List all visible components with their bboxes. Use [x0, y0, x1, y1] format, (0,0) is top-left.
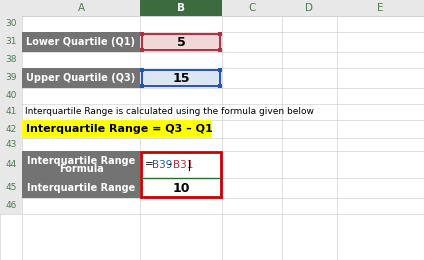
Text: B: B: [177, 3, 185, 13]
Text: Interquartile Range = Q3 – Q1: Interquartile Range = Q3 – Q1: [26, 124, 213, 134]
Bar: [0, 68, 22, 88]
Text: Upper Quartile (Q3): Upper Quartile (Q3): [26, 73, 136, 83]
Text: 5: 5: [177, 36, 185, 49]
Text: 46: 46: [6, 202, 17, 211]
Bar: [218, 84, 222, 88]
Bar: [22, 0, 140, 16]
Text: B31: B31: [173, 159, 193, 170]
Bar: [141, 152, 221, 197]
Bar: [0, 88, 22, 104]
Text: 44: 44: [6, 160, 17, 169]
Bar: [140, 32, 222, 52]
Bar: [140, 0, 222, 16]
Bar: [0, 104, 22, 120]
Bar: [140, 68, 222, 88]
Text: 45: 45: [6, 184, 17, 192]
Bar: [0, 0, 22, 16]
Bar: [0, 178, 22, 198]
Bar: [218, 48, 222, 52]
Text: Lower Quartile (Q1): Lower Quartile (Q1): [26, 37, 136, 47]
Text: 38: 38: [5, 55, 17, 64]
Text: 43: 43: [6, 140, 17, 149]
Text: C: C: [248, 3, 256, 13]
Bar: [218, 68, 222, 72]
Bar: [140, 178, 222, 198]
Bar: [0, 198, 22, 214]
Text: 15: 15: [172, 72, 190, 84]
Bar: [22, 120, 212, 138]
Bar: [0, 138, 22, 151]
Text: 30: 30: [5, 20, 17, 29]
Bar: [142, 70, 220, 86]
Text: 40: 40: [6, 92, 17, 101]
Bar: [140, 48, 144, 52]
Bar: [22, 178, 140, 198]
Bar: [218, 32, 222, 36]
Bar: [140, 32, 144, 36]
Text: B39: B39: [152, 159, 173, 170]
Bar: [140, 84, 144, 88]
Text: =: =: [145, 159, 154, 170]
Bar: [0, 16, 22, 32]
Text: 42: 42: [6, 125, 17, 133]
Text: Formula: Formula: [59, 165, 103, 174]
Text: 31: 31: [5, 37, 17, 47]
Text: 41: 41: [6, 107, 17, 116]
Text: Interquartile Range: Interquartile Range: [27, 183, 135, 193]
Bar: [142, 34, 220, 50]
Text: E: E: [377, 3, 384, 13]
Bar: [0, 120, 22, 138]
Text: 39: 39: [5, 74, 17, 82]
Text: Interquartile Range: Interquartile Range: [27, 155, 135, 166]
Bar: [0, 52, 22, 68]
Text: 10: 10: [172, 181, 190, 194]
Bar: [0, 32, 22, 52]
Bar: [140, 151, 222, 178]
Bar: [222, 0, 282, 16]
Bar: [0, 151, 22, 178]
Text: -: -: [167, 159, 171, 170]
Bar: [22, 151, 140, 178]
Bar: [282, 0, 337, 16]
Bar: [337, 0, 424, 16]
Bar: [22, 32, 140, 52]
Bar: [22, 68, 140, 88]
Text: Interquartile Range is calculated using the formula given below: Interquartile Range is calculated using …: [25, 107, 314, 116]
Text: D: D: [306, 3, 313, 13]
Bar: [140, 68, 144, 72]
Text: A: A: [78, 3, 84, 13]
